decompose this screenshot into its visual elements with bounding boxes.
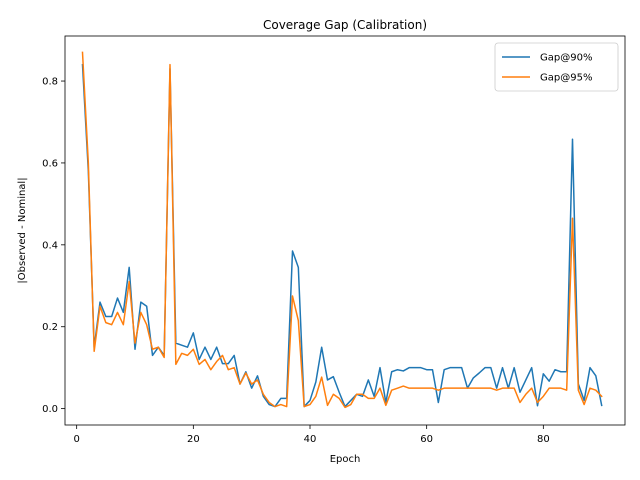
y-tick-label: 0.8 bbox=[42, 77, 58, 88]
x-tick-label: 40 bbox=[304, 434, 317, 445]
plot-area bbox=[64, 35, 626, 426]
chart-title: Coverage Gap (Calibration) bbox=[263, 18, 427, 32]
y-tick-label: 0.6 bbox=[42, 158, 58, 169]
y-axis-label: |Observed - Nominal| bbox=[17, 177, 28, 283]
x-axis-label: Epoch bbox=[330, 454, 361, 465]
x-axis: 0 20 40 60 80 bbox=[73, 425, 550, 445]
x-tick-label: 60 bbox=[420, 434, 433, 445]
x-tick-label: 0 bbox=[73, 434, 79, 445]
x-tick-label: 80 bbox=[537, 434, 550, 445]
y-tick-label: 0.2 bbox=[42, 322, 58, 333]
legend: Gap@90% Gap@95% bbox=[494, 42, 619, 92]
y-axis: 0.0 0.2 0.4 0.6 0.8 bbox=[42, 77, 65, 415]
series-layer bbox=[81, 51, 603, 409]
axes-frame bbox=[64, 35, 626, 426]
y-tick-label: 0.0 bbox=[42, 404, 58, 415]
y-tick-label: 0.4 bbox=[42, 240, 58, 251]
legend-label: Gap@90% bbox=[540, 53, 592, 64]
legend-box bbox=[494, 42, 619, 92]
x-tick-label: 20 bbox=[187, 434, 200, 445]
legend-label: Gap@95% bbox=[540, 73, 592, 84]
series-line-2 bbox=[81, 51, 603, 409]
